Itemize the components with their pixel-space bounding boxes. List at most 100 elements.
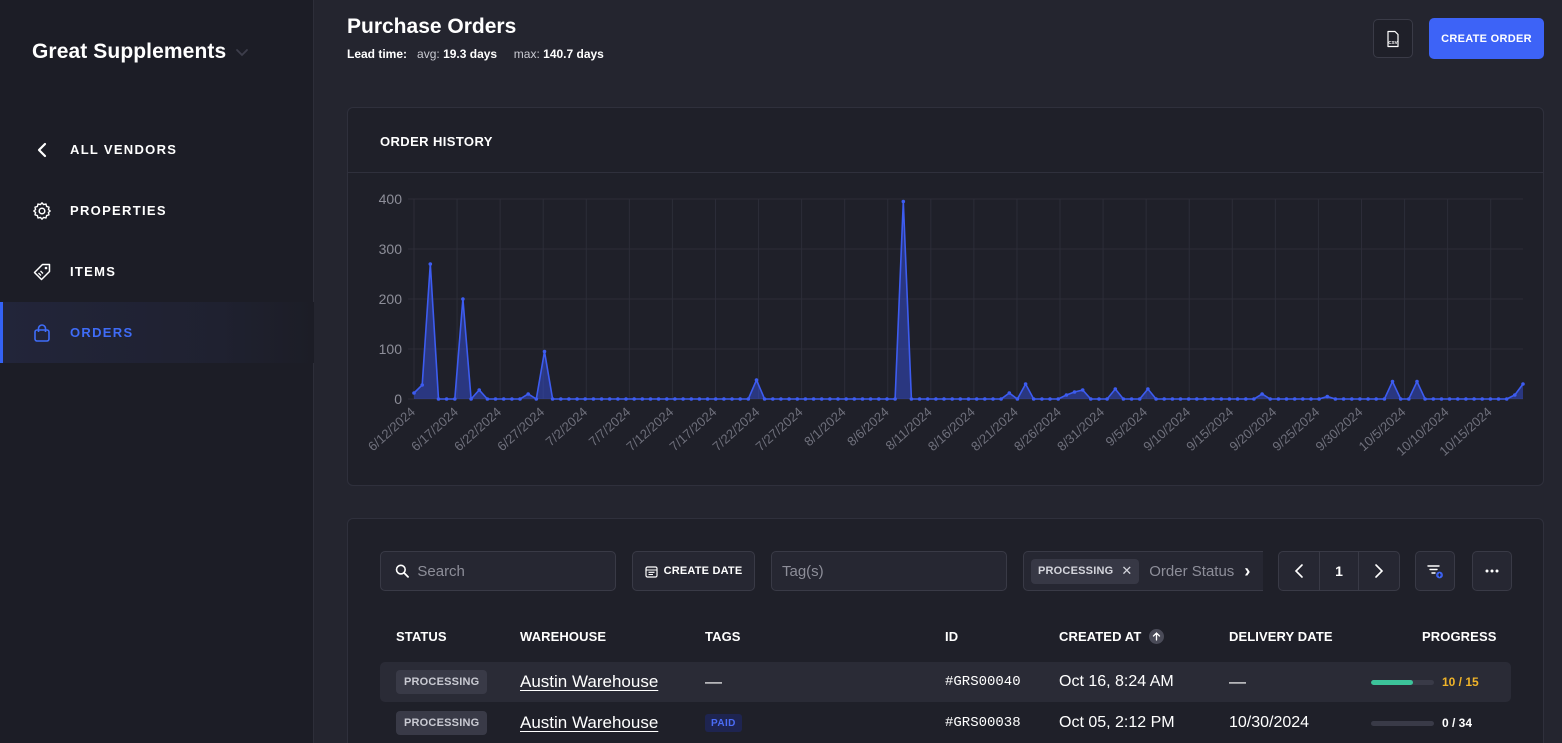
sidebar-item-label: ALL VENDORS xyxy=(70,142,178,157)
next-page-button[interactable] xyxy=(1359,552,1399,590)
table-row[interactable]: PROCESSING Austin Warehouse — #GRS00040 … xyxy=(380,662,1511,702)
column-header-progress[interactable]: PROGRESS xyxy=(1422,629,1497,644)
lead-avg-label: avg: xyxy=(417,47,440,61)
data-point xyxy=(787,397,791,401)
data-point xyxy=(1325,394,1330,399)
data-point xyxy=(974,397,979,401)
data-point xyxy=(599,397,604,401)
warehouse-link[interactable]: Austin Warehouse xyxy=(520,713,659,732)
status-badge: PROCESSING xyxy=(396,711,488,735)
data-point xyxy=(1366,397,1370,401)
data-point xyxy=(1317,397,1321,401)
column-header-id[interactable]: ID xyxy=(945,629,959,644)
chevron-right-icon[interactable]: › xyxy=(1244,560,1251,581)
data-point xyxy=(1015,397,1020,401)
chart-horizontal-grid xyxy=(408,198,1523,400)
table-row[interactable]: PROCESSING Austin Warehouse PAID #GRS000… xyxy=(380,703,1511,743)
sidebar-item-all-vendors[interactable]: ALL VENDORS xyxy=(0,119,314,180)
data-point xyxy=(1252,397,1256,401)
sidebar-item-orders[interactable]: ORDERS xyxy=(0,302,314,363)
data-point xyxy=(819,397,824,401)
data-point xyxy=(1407,397,1411,401)
search-input[interactable] xyxy=(417,562,615,580)
warehouse-link[interactable]: Austin Warehouse xyxy=(520,672,659,691)
data-point xyxy=(999,397,1003,401)
chevron-left-icon xyxy=(32,140,52,160)
data-point xyxy=(575,397,579,401)
add-filter-button[interactable] xyxy=(1415,551,1455,591)
data-point xyxy=(1456,397,1460,401)
orders-table-card: CREATE DATE PROCESSING ✕ Order Status › … xyxy=(347,518,1544,743)
column-header-created-at[interactable]: CREATED AT xyxy=(1059,629,1165,644)
x-tick-label: 7/2/2024 xyxy=(543,404,591,449)
status-chip: PROCESSING ✕ xyxy=(1031,558,1140,584)
sidebar-item-items[interactable]: ITEMS xyxy=(0,241,314,302)
order-status-filter[interactable]: PROCESSING ✕ Order Status › xyxy=(1023,551,1263,591)
sort-ascending-icon[interactable] xyxy=(1149,629,1165,644)
data-point xyxy=(1341,397,1346,401)
tags-filter[interactable] xyxy=(771,551,1007,591)
data-point xyxy=(738,397,742,401)
data-point xyxy=(665,397,669,401)
data-point xyxy=(1415,379,1419,384)
data-point xyxy=(1292,397,1297,401)
create-order-button[interactable]: CREATE ORDER xyxy=(1429,18,1544,59)
data-point xyxy=(1203,397,1207,401)
data-point xyxy=(1260,392,1264,396)
chart-x-axis: 6/12/20246/17/20246/22/20246/27/20247/2/… xyxy=(365,404,1495,459)
x-tick-label: 8/31/2024 xyxy=(1054,404,1107,454)
data-point xyxy=(828,397,832,401)
column-header-warehouse[interactable]: WAREHOUSE xyxy=(520,629,607,644)
data-point xyxy=(632,397,636,401)
chevron-right-icon xyxy=(1375,564,1383,578)
data-point xyxy=(591,397,596,401)
csv-icon-label: CSV xyxy=(1388,40,1397,45)
column-header-label: CREATED AT xyxy=(1059,629,1142,644)
export-csv-button[interactable]: CSV xyxy=(1373,19,1413,58)
delivery-date: — xyxy=(1229,672,1246,691)
data-point xyxy=(550,397,555,401)
data-point xyxy=(722,397,726,401)
data-point xyxy=(1211,397,1215,401)
data-point xyxy=(673,397,677,401)
column-header-tags[interactable]: TAGS xyxy=(705,629,741,644)
x-tick-label: 6/27/2024 xyxy=(494,404,547,454)
lead-max-value: 140.7 days xyxy=(543,47,604,61)
data-point xyxy=(836,397,840,401)
data-point xyxy=(518,397,522,401)
data-point xyxy=(412,391,416,395)
progress-bar xyxy=(1371,679,1434,685)
data-point xyxy=(1423,397,1427,401)
sidebar-item-properties[interactable]: PROPERTIES xyxy=(0,180,314,241)
more-options-button[interactable] xyxy=(1472,551,1512,591)
data-point xyxy=(420,383,424,387)
order-id: #GRS00040 xyxy=(945,674,1021,690)
data-point xyxy=(771,397,775,401)
create-date-filter-button[interactable]: CREATE DATE xyxy=(632,551,755,591)
tag-badge: PAID xyxy=(705,714,742,732)
data-point xyxy=(1301,397,1305,401)
data-point xyxy=(1097,397,1101,401)
column-header-status[interactable]: STATUS xyxy=(396,629,447,644)
data-point xyxy=(950,397,954,401)
data-point xyxy=(697,397,702,401)
remove-chip-icon[interactable]: ✕ xyxy=(1121,563,1133,578)
created-at: Oct 05, 2:12 PM xyxy=(1059,714,1175,731)
chart-y-axis: 0 100 200 300 400 xyxy=(379,191,403,407)
data-point xyxy=(1521,382,1525,386)
data-point xyxy=(656,397,661,401)
data-point xyxy=(1195,397,1199,401)
data-point xyxy=(1439,397,1444,401)
vendor-switcher[interactable]: Great Supplements xyxy=(32,40,250,64)
tags-input[interactable] xyxy=(782,562,1006,580)
data-point xyxy=(607,397,612,401)
search-box[interactable] xyxy=(380,551,616,591)
column-header-delivery-date[interactable]: DELIVERY DATE xyxy=(1229,629,1333,644)
prev-page-button[interactable] xyxy=(1279,552,1319,590)
data-point xyxy=(493,397,498,401)
data-point xyxy=(436,397,441,401)
chart-area xyxy=(414,201,1523,399)
order-history-card: ORDER HISTORY 0 100 200 300 400 6/12/2024 6/1… xyxy=(347,107,1544,486)
y-tick-label: 200 xyxy=(379,291,403,307)
data-point xyxy=(746,397,751,401)
